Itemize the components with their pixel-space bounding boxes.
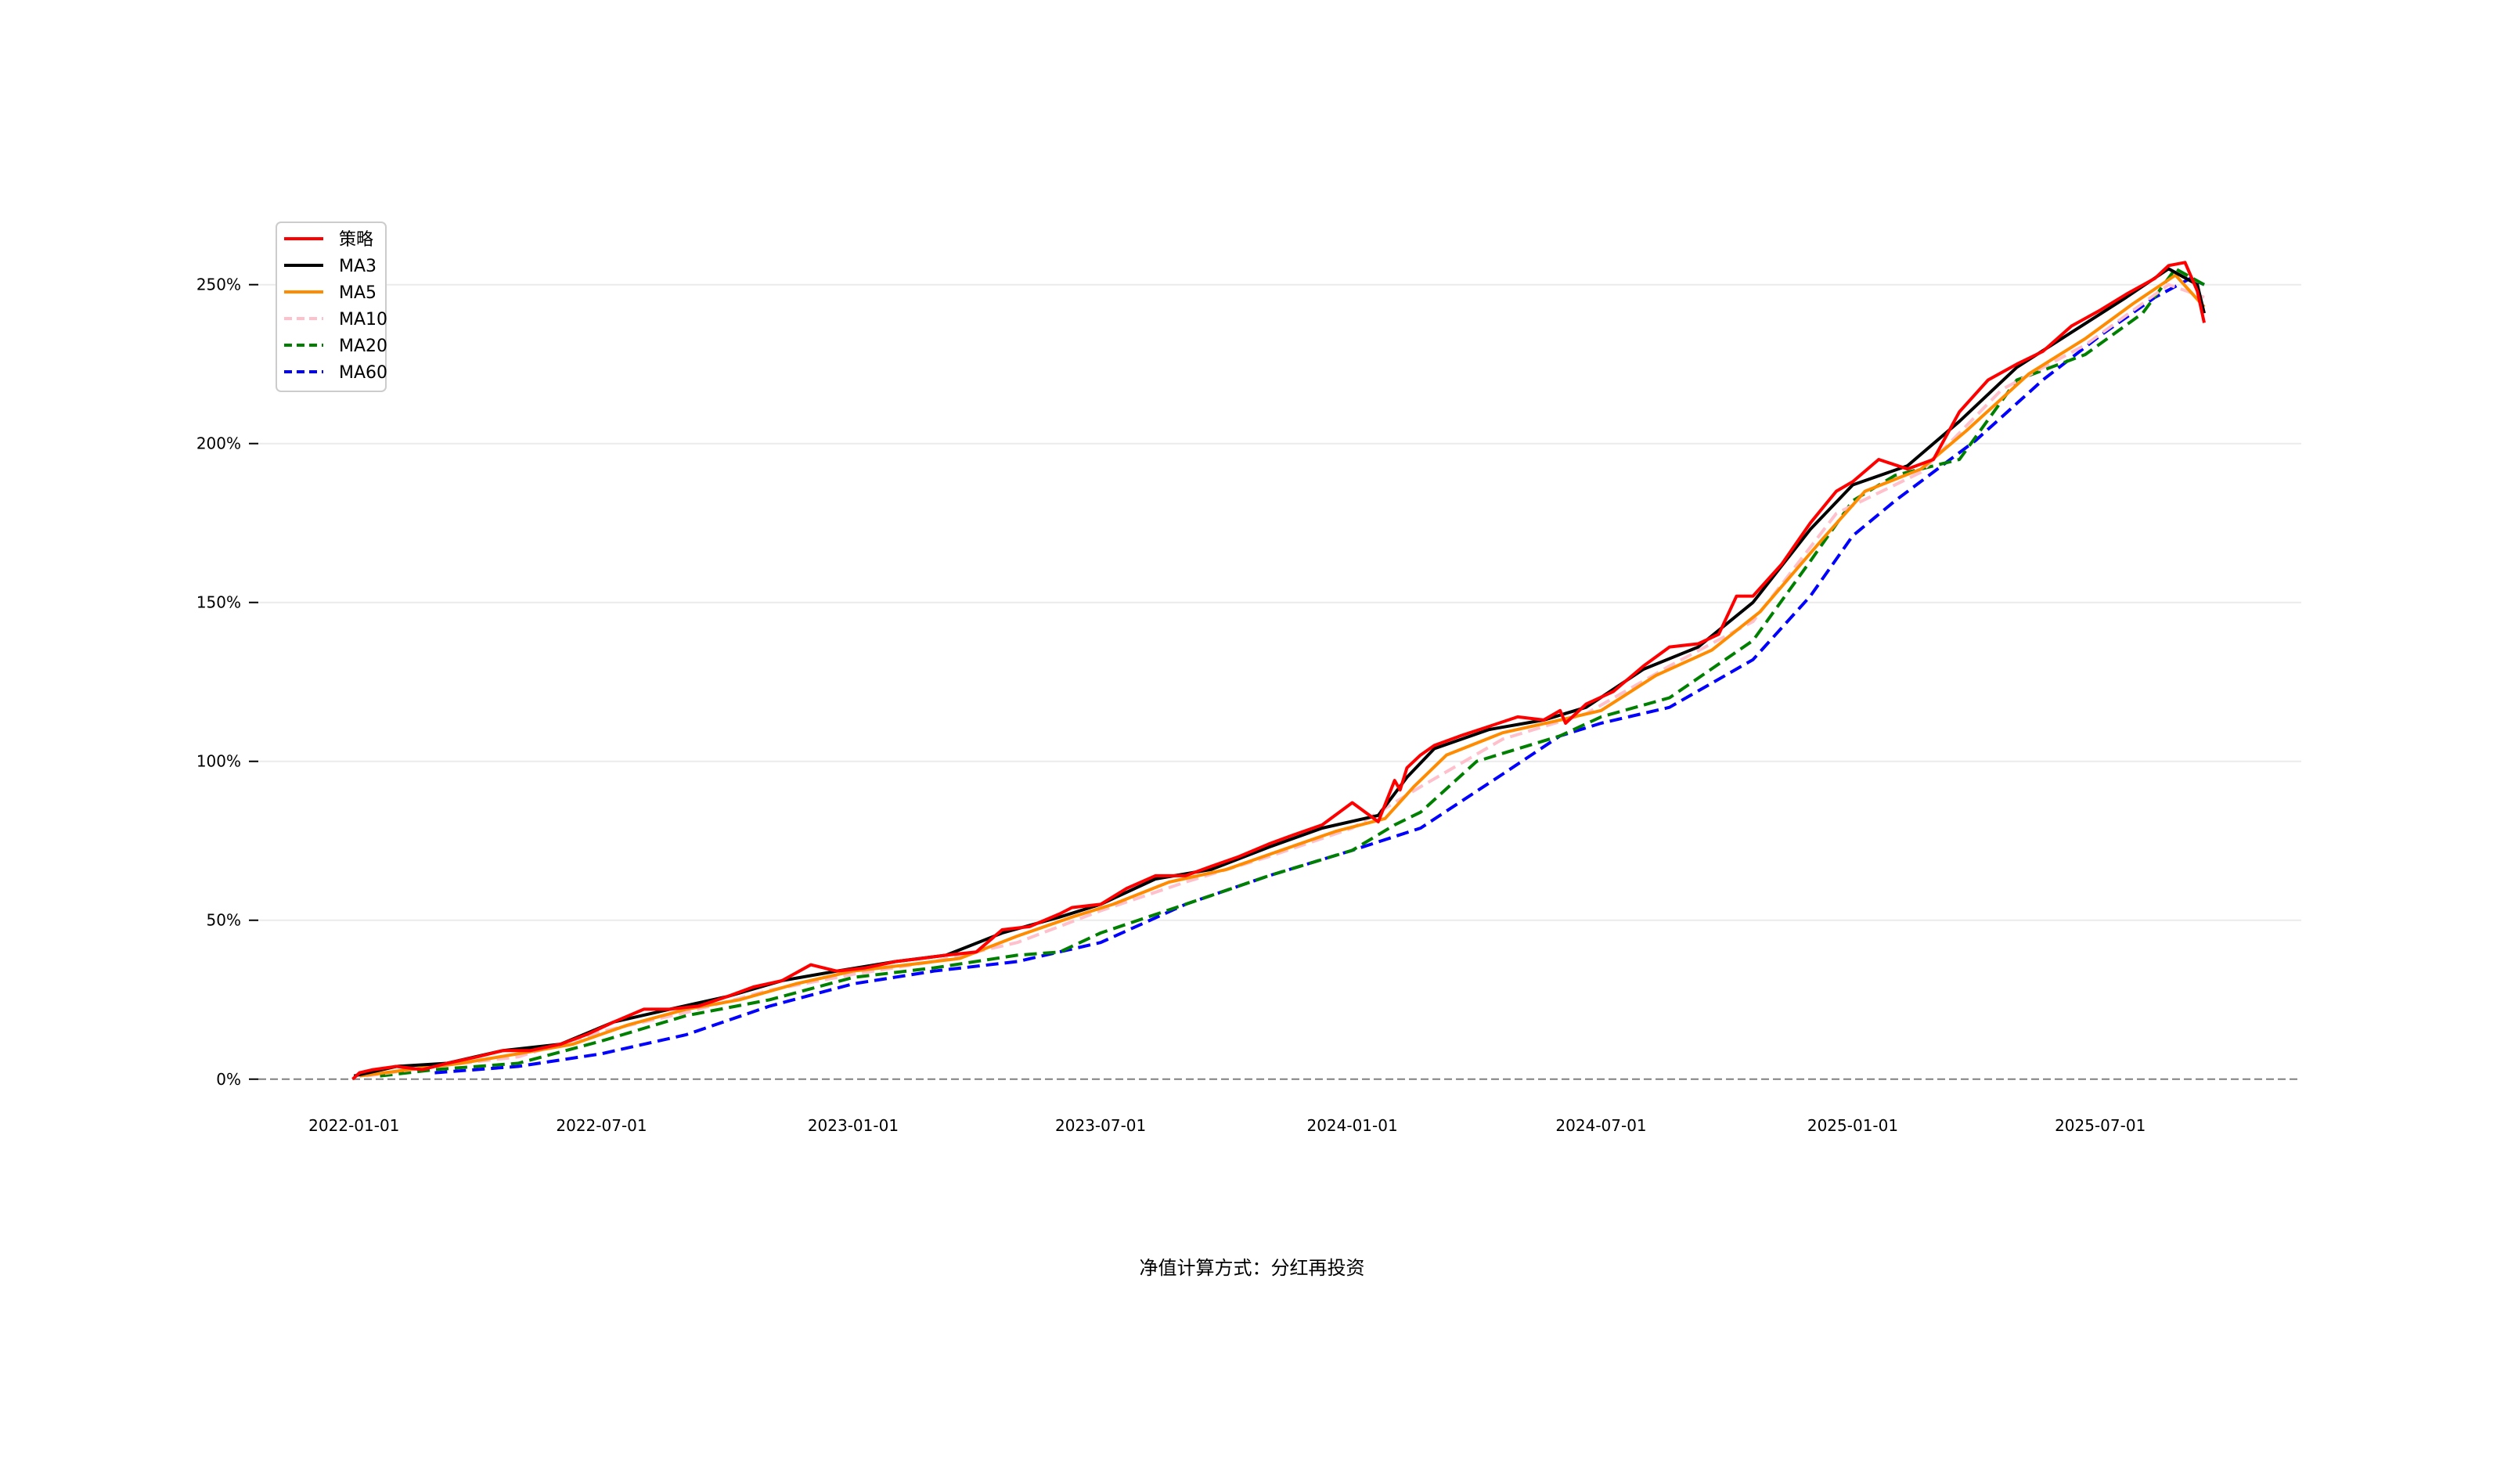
x-tick-label: 2022-07-01 bbox=[556, 1116, 647, 1135]
y-tick-label: 0% bbox=[216, 1070, 241, 1089]
legend-label: MA60 bbox=[339, 363, 387, 383]
x-tick-label: 2023-01-01 bbox=[808, 1116, 899, 1135]
x-tick-label: 2024-07-01 bbox=[1555, 1116, 1646, 1135]
legend-label: MA20 bbox=[339, 337, 387, 356]
y-tick-label: 250% bbox=[196, 276, 241, 294]
y-tick-label: 100% bbox=[196, 752, 241, 771]
series-lines bbox=[351, 261, 2206, 1081]
legend-label: MA10 bbox=[339, 310, 387, 330]
x-tick-label: 2025-07-01 bbox=[2055, 1116, 2146, 1135]
axes: 0% 50% 100% 150% 200% 250% 2022-01-01 2022-07-0… bbox=[196, 276, 2301, 1135]
grid bbox=[258, 283, 2301, 921]
series-line-MA3 bbox=[353, 267, 2206, 1078]
series-line-MA5 bbox=[359, 273, 2206, 1078]
legend-label: 策略 bbox=[339, 230, 373, 250]
series-line-MA60 bbox=[434, 276, 2205, 1075]
x-tick-label: 2023-07-01 bbox=[1055, 1116, 1146, 1135]
y-tick-label: 200% bbox=[196, 434, 241, 453]
y-tick-label: 150% bbox=[196, 593, 241, 612]
net-value-method-note: 净值计算方式：分红再投资 bbox=[1139, 1257, 1365, 1279]
legend-label: MA3 bbox=[339, 257, 377, 276]
legend: 策略 MA3 MA5 MA10 MA20 MA60 bbox=[276, 222, 387, 392]
series-line-MA10 bbox=[366, 283, 2205, 1078]
x-tick-label: 2024-01-01 bbox=[1306, 1116, 1397, 1135]
series-line-策略 bbox=[351, 261, 2206, 1081]
x-tick-label: 2022-01-01 bbox=[308, 1116, 399, 1135]
legend-label: MA5 bbox=[339, 283, 377, 303]
x-tick-label: 2025-01-01 bbox=[1807, 1116, 1898, 1135]
series-line-MA20 bbox=[380, 267, 2205, 1078]
y-tick-label: 50% bbox=[207, 911, 241, 930]
